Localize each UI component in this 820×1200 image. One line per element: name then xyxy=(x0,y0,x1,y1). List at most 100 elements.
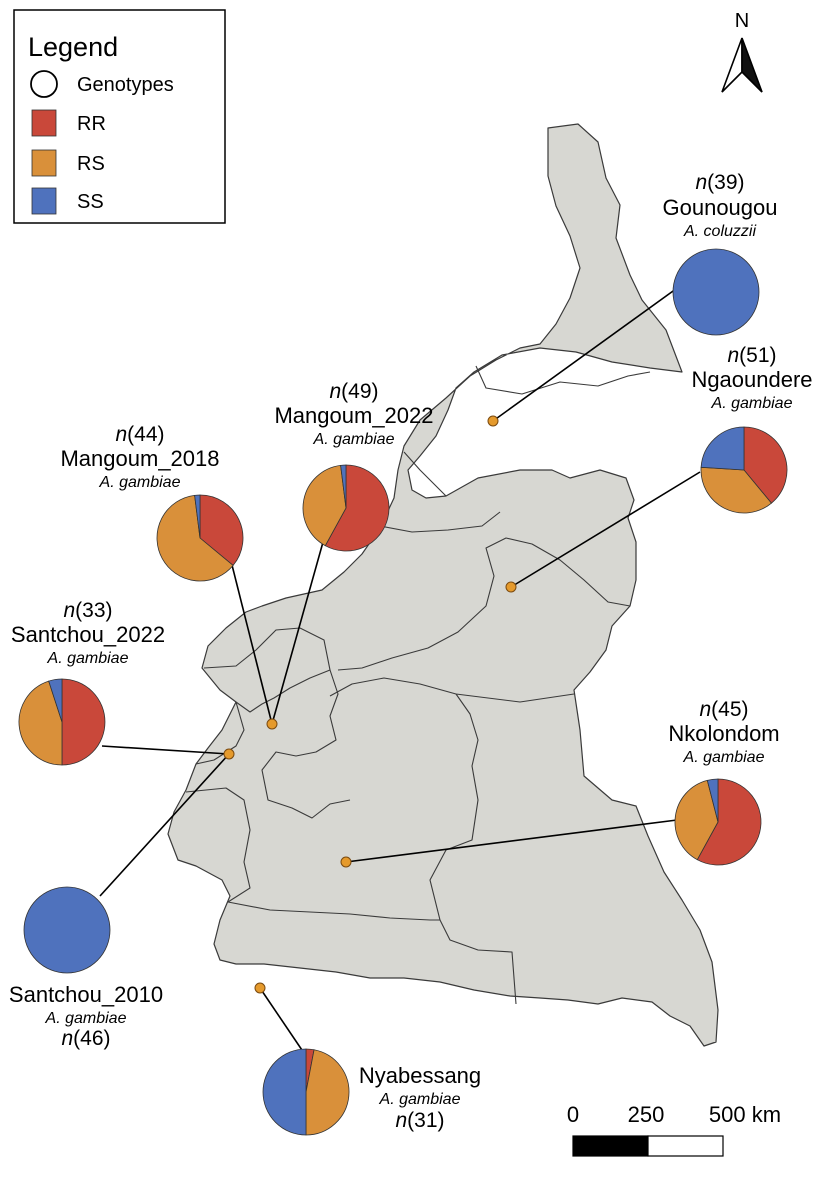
site-dot-nyabessang xyxy=(254,982,266,994)
label-santchou-2010-species: A. gambiae xyxy=(45,1010,127,1027)
pie-slice-ngaoundere-ss xyxy=(700,426,745,471)
scale-label-250: 250 xyxy=(628,1102,665,1127)
legend-label-rs: RS xyxy=(77,153,105,175)
leader-santchou-2022 xyxy=(101,745,230,755)
leader-nyabessang xyxy=(259,987,307,1057)
pie-santchou-2010 xyxy=(23,886,111,974)
scale-label-500: 500 km xyxy=(709,1102,781,1127)
leader-gounougou xyxy=(492,285,681,422)
legend-label-ss: SS xyxy=(77,191,104,213)
label-mangoum-2018-n: n(44) xyxy=(115,423,164,446)
pie-ngaoundere xyxy=(700,426,788,514)
label-mangoum-2018-name: Mangoum_2018 xyxy=(60,446,219,471)
pie-slice-nyabessang-ss xyxy=(262,1048,307,1136)
label-mangoum-2022-species: A. gambiae xyxy=(313,431,395,448)
north-label: N xyxy=(735,10,749,32)
label-nyabessang-name: Nyabessang xyxy=(359,1063,481,1088)
leader-lines xyxy=(99,285,701,1057)
region-border-west xyxy=(235,669,351,819)
scale-bar-black xyxy=(572,1135,649,1157)
scale-label-0: 0 xyxy=(567,1102,579,1127)
north-arrow: N xyxy=(721,10,763,93)
pie-mangoum-2018 xyxy=(156,494,244,582)
region-border-southwest xyxy=(195,701,245,765)
pie-slice-santchou_2022-rs xyxy=(18,680,63,766)
pie-slice-santchou_2022-rr xyxy=(61,678,106,766)
leader-nkolondom xyxy=(345,819,678,863)
leader-mangoum-2018 xyxy=(231,564,273,725)
label-nyabessang-species: A. gambiae xyxy=(379,1091,461,1108)
pie-slice-nyabessang-rs xyxy=(305,1049,350,1136)
region-border-littoral xyxy=(185,787,251,903)
leader-santchou-2010 xyxy=(99,753,230,897)
pie-slice-gounougou-ss xyxy=(672,248,760,336)
region-border-south xyxy=(227,901,440,921)
pie-gounougou xyxy=(672,248,760,336)
site-dot-ngaoundere xyxy=(505,581,517,593)
country-map xyxy=(167,123,719,1047)
region-border-northwest xyxy=(203,627,331,671)
legend-swatch-rr xyxy=(31,109,57,137)
region-border-centre xyxy=(329,677,575,703)
label-gounougou-species: A. coluzzii xyxy=(683,223,756,240)
label-mangoum-2022-n: n(49) xyxy=(329,380,378,403)
label-ngaoundere-name: Ngaoundere xyxy=(691,367,812,392)
pie-slice-mangoum_2018-ss xyxy=(194,494,201,539)
legend: Legend Genotypes RR RS SS xyxy=(13,9,226,224)
label-mangoum-2022-name: Mangoum_2022 xyxy=(274,403,433,428)
region-border-adamawa-top xyxy=(379,511,501,533)
pie-slice-nkolondom-rr xyxy=(696,778,762,866)
pie-slice-nkolondom-rs xyxy=(674,779,719,861)
pie-slice-santchou_2022-ss xyxy=(48,678,63,723)
pie-slice-mangoum_2022-rr xyxy=(324,464,390,552)
pie-slice-mangoum_2018-rr xyxy=(199,494,244,566)
legend-label-genotypes: Genotypes xyxy=(77,74,174,96)
north-arrow-icon xyxy=(721,37,763,93)
pie-slice-mangoum_2022-ss xyxy=(340,464,347,509)
pie-slice-mangoum_2018-rs xyxy=(156,494,234,582)
label-santchou-2022-n: n(33) xyxy=(63,599,112,622)
scale-bar-white xyxy=(647,1135,724,1157)
legend-genotypes-icon xyxy=(30,70,58,98)
region-border-far-north xyxy=(475,365,651,395)
legend-title: Legend xyxy=(28,32,118,62)
label-gounougou-n: n(39) xyxy=(695,171,744,194)
label-santchou-2022-species: A. gambiae xyxy=(47,650,129,667)
pie-mangoum-2022 xyxy=(302,464,390,552)
pie-slice-mangoum_2022-rs xyxy=(302,464,347,547)
pie-slice-ngaoundere-rs xyxy=(700,466,772,514)
pie-charts xyxy=(18,248,788,1136)
pie-slice-santchou_2010-ss xyxy=(23,886,111,974)
pie-nkolondom xyxy=(674,778,762,866)
site-dot-gounougou xyxy=(487,415,499,427)
leader-ngaoundere xyxy=(510,471,701,588)
site-dot-nkolondom xyxy=(340,856,352,868)
region-border-north xyxy=(403,451,447,497)
label-santchou-2010-n: n(46) xyxy=(61,1027,110,1050)
label-mangoum-2018-species: A. gambiae xyxy=(99,474,181,491)
legend-label-rr: RR xyxy=(77,113,106,135)
pie-santchou-2022 xyxy=(18,678,106,766)
label-gounougou-name: Gounougou xyxy=(663,195,778,220)
country-outline xyxy=(167,123,719,1047)
pie-slice-ngaoundere-rr xyxy=(743,426,788,504)
label-santchou-2022-name: Santchou_2022 xyxy=(11,622,165,647)
label-nkolondom-name: Nkolondom xyxy=(668,721,779,746)
site-markers xyxy=(223,415,517,994)
site-dot-santchou xyxy=(223,748,235,760)
label-ngaoundere-n: n(51) xyxy=(727,344,776,367)
label-nkolondom-species: A. gambiae xyxy=(683,749,765,766)
label-santchou-2010-name: Santchou_2010 xyxy=(9,982,163,1007)
legend-swatch-ss xyxy=(31,187,57,215)
leader-mangoum-2022 xyxy=(271,534,326,725)
pie-slice-nkolondom-ss xyxy=(706,778,719,823)
label-nyabessang-n: n(31) xyxy=(395,1109,444,1132)
label-nkolondom-n: n(45) xyxy=(699,698,748,721)
pie-nyabessang xyxy=(262,1048,350,1136)
site-dot-mangoum xyxy=(266,718,278,730)
legend-swatch-rs xyxy=(31,149,57,177)
site-labels: n(39) Gounougou A. coluzzii n(51) Ngaoun… xyxy=(9,171,813,1132)
scale-bar: 0 250 500 km xyxy=(567,1102,781,1157)
label-ngaoundere-species: A. gambiae xyxy=(711,395,793,412)
